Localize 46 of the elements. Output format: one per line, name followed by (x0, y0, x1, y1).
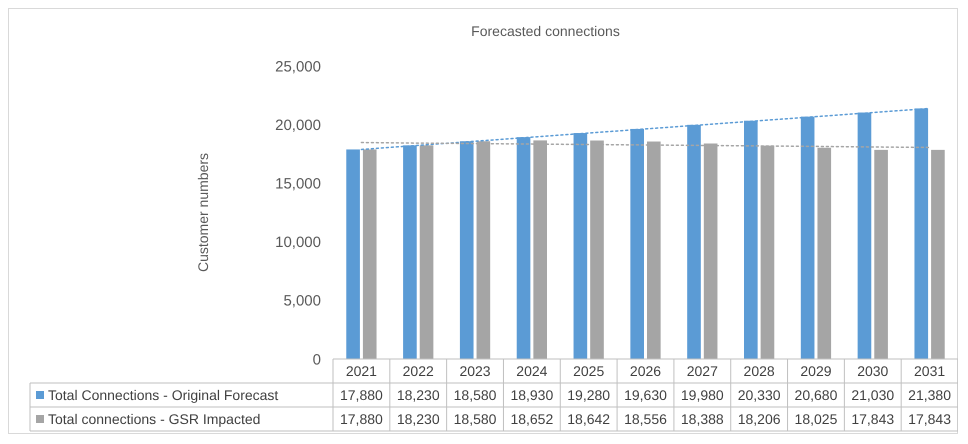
x-tick-label: 2029 (800, 362, 832, 379)
data-label: 19,280 (567, 386, 610, 403)
y-tick-label: 25,000 (275, 58, 321, 76)
data-label: 17,843 (851, 410, 894, 427)
y-tick-label: 5,000 (283, 292, 321, 310)
data-label: 18,652 (510, 410, 554, 427)
x-tick-label: 2024 (516, 362, 548, 379)
data-label: 18,642 (567, 410, 610, 427)
bar (931, 150, 945, 359)
data-label: 18,930 (510, 386, 554, 403)
x-tick-label: 2023 (459, 362, 491, 379)
data-label: 17,880 (340, 386, 384, 403)
data-label: 18,206 (738, 410, 781, 427)
y-axis-title: Customer numbers (195, 152, 211, 272)
data-label: 18,025 (794, 410, 838, 427)
y-tick-label: 0 (312, 351, 321, 368)
y-tick-label: 20,000 (275, 116, 321, 134)
data-label: 17,843 (908, 410, 952, 427)
x-tick-label: 2025 (573, 362, 604, 379)
data-label: 20,330 (738, 386, 781, 403)
legend-label: Total connections - GSR Impacted (48, 410, 260, 427)
y-tick-label: 15,000 (275, 175, 321, 192)
data-label: 18,580 (454, 386, 497, 403)
data-label: 21,380 (908, 386, 952, 403)
chart-title: Forecasted connections (471, 23, 620, 39)
data-label: 19,980 (680, 386, 724, 403)
data-label: 21,030 (851, 386, 894, 403)
y-tick-label: 10,000 (275, 234, 321, 252)
x-tick-label: 2028 (744, 362, 775, 379)
data-label: 18,230 (396, 386, 440, 403)
bar (362, 149, 377, 359)
x-tick-label: 2026 (630, 362, 662, 379)
data-label: 17,880 (340, 410, 384, 427)
x-tick-label: 2031 (914, 362, 946, 379)
legend-label: Total Connections - Original Forecast (48, 386, 278, 403)
data-label: 18,230 (396, 410, 440, 427)
bar (874, 150, 888, 359)
data-label: 19,630 (624, 386, 668, 403)
x-tick-label: 2030 (857, 362, 889, 379)
data-label: 18,580 (454, 410, 497, 427)
x-tick-label: 2027 (686, 362, 718, 379)
data-label: 18,556 (624, 410, 668, 427)
x-tick-label: 2022 (402, 362, 434, 379)
x-tick-label: 2021 (346, 362, 378, 379)
data-label: 20,680 (794, 386, 838, 403)
data-label: 18,388 (680, 410, 724, 427)
